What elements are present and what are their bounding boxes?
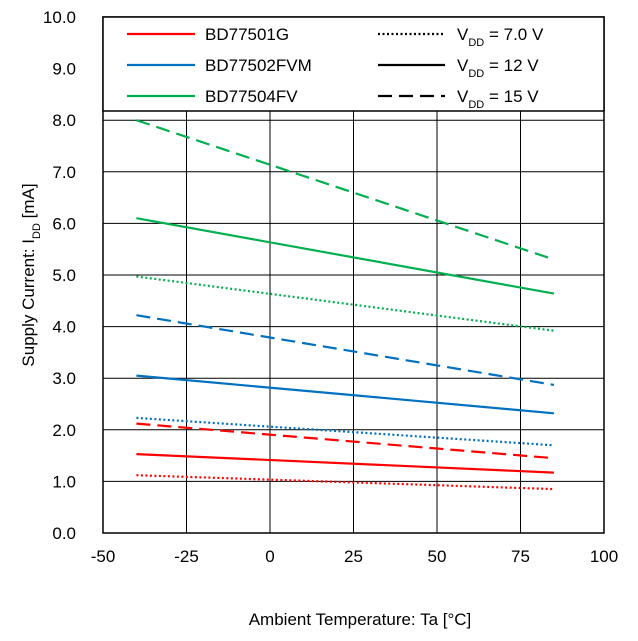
y-tick-label: 6.0 bbox=[52, 214, 76, 233]
y-tick-label: 10.0 bbox=[43, 8, 76, 27]
series-layer bbox=[136, 119, 555, 491]
y-axis-title-subscript: DD bbox=[31, 223, 43, 239]
legend-condition-label: VDD = 15 V bbox=[457, 87, 539, 111]
y-tick-label: 7.0 bbox=[52, 163, 76, 182]
y-tick-label: 0.0 bbox=[52, 524, 76, 543]
series-line bbox=[136, 416, 554, 447]
legend-condition-label: VDD = 12 V bbox=[457, 56, 539, 80]
series-line bbox=[136, 314, 555, 386]
y-tick-label: 3.0 bbox=[52, 369, 76, 388]
x-tick-label: 25 bbox=[344, 547, 363, 566]
series-line bbox=[136, 453, 554, 474]
legend-device-label: BD77502FVM bbox=[205, 56, 312, 75]
x-tick-labels: -50 -25 0 25 50 75 100 bbox=[91, 547, 618, 566]
y-axis-title: Supply Current: IDD [mA] bbox=[19, 183, 43, 366]
y-axis-title-unit: [mA] bbox=[19, 183, 38, 223]
legend-conditions: VDD = 7.0 V VDD = 12 V VDD = 15 V bbox=[378, 25, 544, 111]
y-tick-label: 8.0 bbox=[52, 111, 76, 130]
y-tick-label: 5.0 bbox=[52, 266, 76, 285]
legend-devices: BD77501G BD77502FVM BD77504FV bbox=[127, 25, 312, 106]
series-line bbox=[136, 422, 554, 460]
y-tick-label: 2.0 bbox=[52, 421, 76, 440]
series-line bbox=[136, 217, 555, 295]
legend-condition-label: VDD = 7.0 V bbox=[457, 25, 544, 49]
x-tick-label: 75 bbox=[511, 547, 530, 566]
x-tick-label: 0 bbox=[265, 547, 274, 566]
legend-device-label: BD77501G bbox=[205, 25, 289, 44]
series-line bbox=[136, 374, 554, 415]
y-tick-label: 1.0 bbox=[52, 472, 76, 491]
series-line bbox=[136, 275, 555, 332]
y-tick-labels: 0.0 1.0 2.0 3.0 4.0 5.0 6.0 7.0 8.0 9.0 10.0 bbox=[43, 8, 76, 543]
series-line bbox=[136, 119, 555, 261]
x-tick-label: -25 bbox=[174, 547, 199, 566]
x-tick-label: -50 bbox=[91, 547, 116, 566]
y-tick-label: 4.0 bbox=[52, 318, 76, 337]
y-tick-label: 9.0 bbox=[52, 60, 76, 79]
series-line bbox=[136, 474, 554, 491]
legend-device-label: BD77504FV bbox=[205, 87, 298, 106]
x-tick-label: 50 bbox=[428, 547, 447, 566]
x-axis-title: Ambient Temperature: Ta [°C] bbox=[249, 610, 472, 629]
y-axis-title-main: Supply Current: I bbox=[19, 239, 38, 367]
x-tick-label: 100 bbox=[590, 547, 618, 566]
